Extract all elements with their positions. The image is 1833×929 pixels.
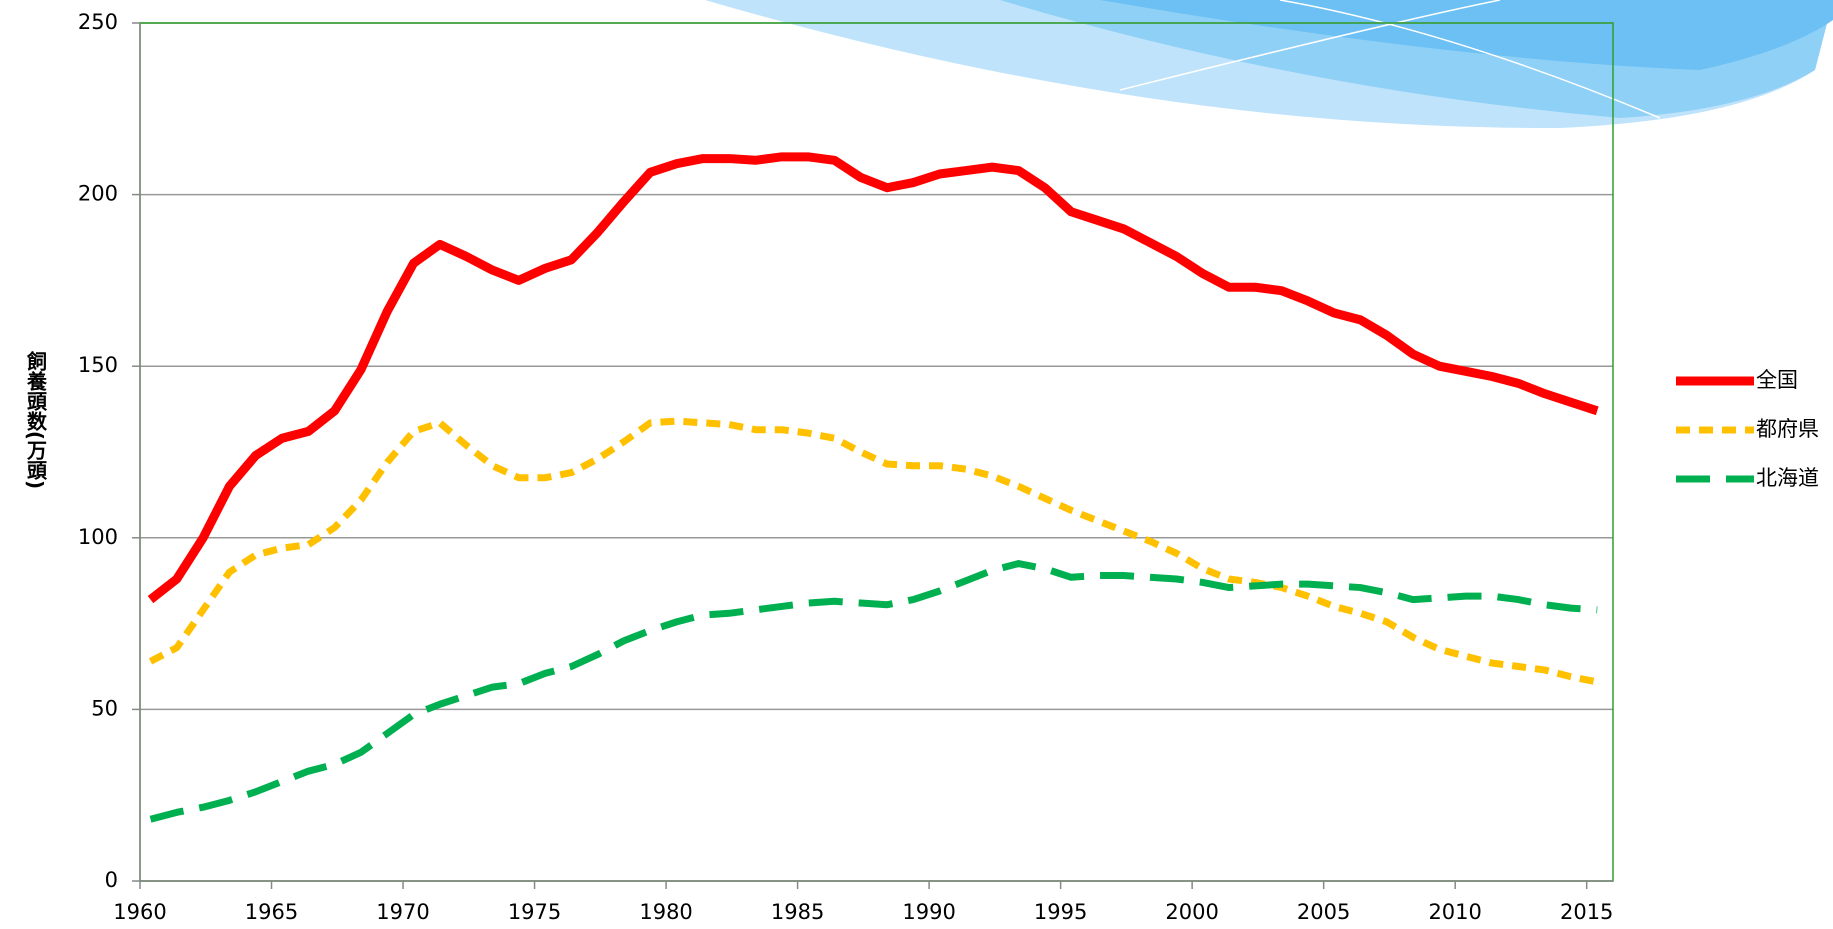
x-tick-label: 2010 <box>1428 900 1481 924</box>
x-tick-label: 1980 <box>639 900 692 924</box>
y-tick-label: 50 <box>91 696 118 720</box>
y-tick-label: 200 <box>78 182 118 206</box>
legend-label: 全国 <box>1756 368 1798 392</box>
y-tick-label: 100 <box>78 525 118 549</box>
y-axis-label: 飼養頭数(万頭) <box>24 349 48 489</box>
legend-label: 都府県 <box>1756 417 1819 441</box>
x-tick-label: 1960 <box>113 900 166 924</box>
x-tick-label: 1995 <box>1034 900 1087 924</box>
x-tick-label: 2015 <box>1560 900 1613 924</box>
x-tick-label: 1975 <box>508 900 561 924</box>
legend-label: 北海道 <box>1756 466 1819 490</box>
x-tick-label: 1970 <box>376 900 429 924</box>
y-tick-label: 250 <box>78 10 118 34</box>
series-line <box>149 560 1598 823</box>
y-tick-label: 0 <box>105 868 118 892</box>
x-tick-label: 1965 <box>245 900 298 924</box>
x-tick-label: 2000 <box>1165 900 1218 924</box>
x-tick-label: 1990 <box>902 900 955 924</box>
x-tick-label: 2005 <box>1297 900 1350 924</box>
decoration <box>705 0 1833 129</box>
x-tick-label: 1985 <box>771 900 824 924</box>
series-line <box>148 417 1598 686</box>
y-tick-label: 150 <box>78 353 118 377</box>
series-line <box>147 152 1599 604</box>
